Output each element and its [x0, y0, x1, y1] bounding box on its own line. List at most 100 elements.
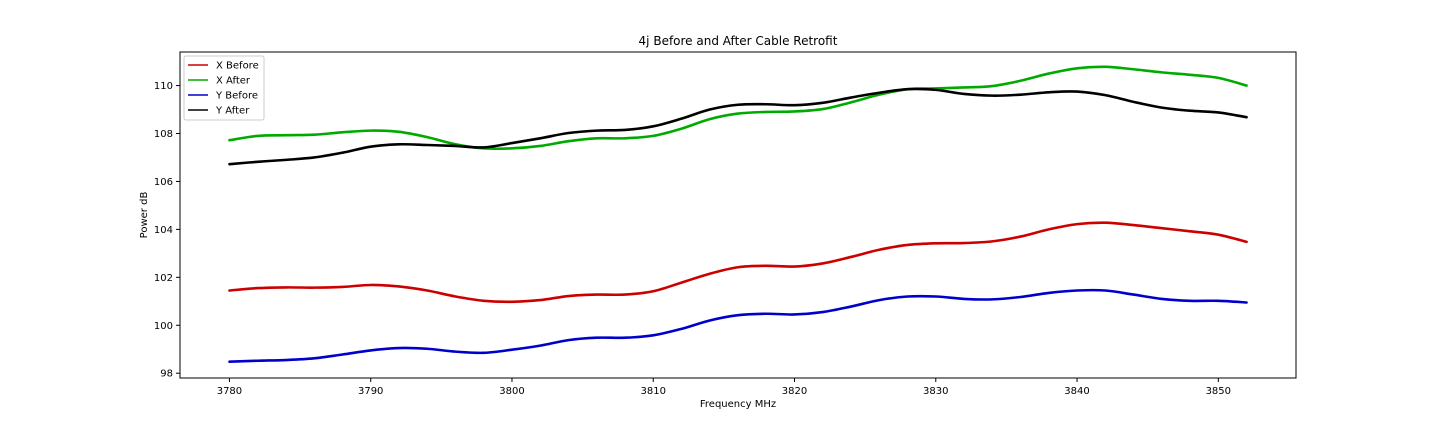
- data-point: [652, 334, 655, 337]
- data-point: [1104, 94, 1107, 97]
- data-point: [821, 311, 824, 313]
- data-point: [991, 94, 994, 97]
- legend-entry: Y Before: [215, 91, 258, 102]
- data-point: [1132, 293, 1135, 296]
- data-point: [1076, 90, 1078, 93]
- data-point: [1047, 91, 1050, 94]
- data-point: [567, 140, 570, 143]
- data-point: [595, 129, 598, 132]
- x-tick-label: 3830: [923, 386, 948, 397]
- data-point: [285, 359, 287, 361]
- data-point: [624, 293, 626, 296]
- data-point: [1160, 71, 1163, 74]
- data-point: [595, 293, 598, 296]
- data-point: [1132, 68, 1135, 71]
- data-point: [256, 134, 259, 137]
- data-point: [398, 285, 400, 288]
- data-point: [708, 319, 711, 322]
- data-point: [1132, 224, 1135, 226]
- data-point: [652, 290, 655, 293]
- y-tick-label: 100: [154, 321, 173, 332]
- data-point: [454, 350, 457, 353]
- data-point: [934, 242, 937, 245]
- x-tick-label: 3810: [641, 386, 666, 397]
- data-point: [1019, 235, 1022, 238]
- data-point: [398, 143, 400, 146]
- data-point: [511, 142, 513, 144]
- data-point: [1189, 299, 1191, 302]
- data-point: [652, 134, 655, 137]
- data-point: [737, 103, 739, 106]
- data-point: [850, 96, 852, 99]
- data-point: [1132, 100, 1135, 103]
- data-point: [369, 349, 372, 352]
- data-point: [1189, 73, 1191, 76]
- legend-entry: Y After: [215, 106, 250, 117]
- data-point: [1189, 109, 1191, 112]
- data-point: [878, 299, 881, 301]
- x-tick-label: 3780: [217, 386, 242, 397]
- data-point: [1160, 297, 1163, 300]
- data-point: [228, 289, 231, 292]
- data-point: [1076, 67, 1078, 70]
- data-point: [737, 112, 739, 115]
- data-point: [1217, 111, 1220, 114]
- data-point: [1019, 296, 1022, 298]
- data-point: [426, 347, 429, 350]
- data-point: [426, 144, 429, 146]
- data-point: [821, 101, 824, 104]
- data-point: [398, 130, 400, 133]
- data-point: [285, 134, 287, 137]
- y-tick-label: 110: [154, 81, 173, 92]
- series-line-4: [228, 87, 1248, 166]
- data-point: [285, 286, 287, 289]
- y-tick-label: 106: [154, 177, 173, 188]
- data-point: [906, 88, 909, 91]
- data-point: [341, 131, 344, 134]
- data-point: [398, 347, 400, 349]
- data-point: [1217, 233, 1220, 236]
- data-point: [680, 127, 683, 130]
- data-point: [511, 348, 513, 351]
- x-tick-label: 3790: [358, 386, 383, 397]
- data-point: [341, 286, 344, 288]
- data-point: [652, 125, 655, 128]
- x-axis: 3780 3790 3800 3810 3820 3830 3840 3850: [217, 378, 1231, 397]
- data-point: [426, 289, 429, 292]
- legend-entry: X After: [216, 76, 251, 87]
- data-point: [934, 295, 937, 298]
- data-point: [313, 357, 316, 360]
- x-tick-label: 3840: [1064, 386, 1089, 397]
- data-point: [680, 327, 683, 330]
- data-point: [793, 313, 796, 316]
- data-point: [313, 156, 316, 159]
- data-point: [228, 139, 231, 142]
- data-point: [1160, 106, 1163, 109]
- data-point: [539, 344, 542, 347]
- data-point: [1076, 289, 1078, 292]
- data-point: [595, 336, 598, 339]
- legend: X Before X After Y Before Y After: [183, 55, 265, 121]
- data-point: [285, 158, 287, 161]
- data-point: [793, 104, 796, 107]
- data-point: [737, 314, 739, 317]
- y-tick-label: 98: [160, 369, 173, 380]
- data-point: [1019, 79, 1022, 82]
- data-point: [1245, 301, 1248, 304]
- data-point: [482, 299, 485, 302]
- data-point: [765, 103, 768, 106]
- data-point: [624, 336, 626, 339]
- data-point: [539, 137, 542, 140]
- data-point: [680, 281, 683, 284]
- data-point: [680, 117, 683, 120]
- data-point: [341, 151, 344, 154]
- data-point: [1245, 116, 1248, 119]
- data-point: [708, 272, 711, 275]
- data-point: [878, 248, 881, 251]
- data-point: [539, 145, 542, 147]
- data-point: [567, 132, 570, 134]
- data-point: [482, 351, 485, 354]
- y-tick-label: 102: [154, 273, 173, 284]
- data-point: [511, 147, 513, 150]
- data-point: [567, 295, 570, 297]
